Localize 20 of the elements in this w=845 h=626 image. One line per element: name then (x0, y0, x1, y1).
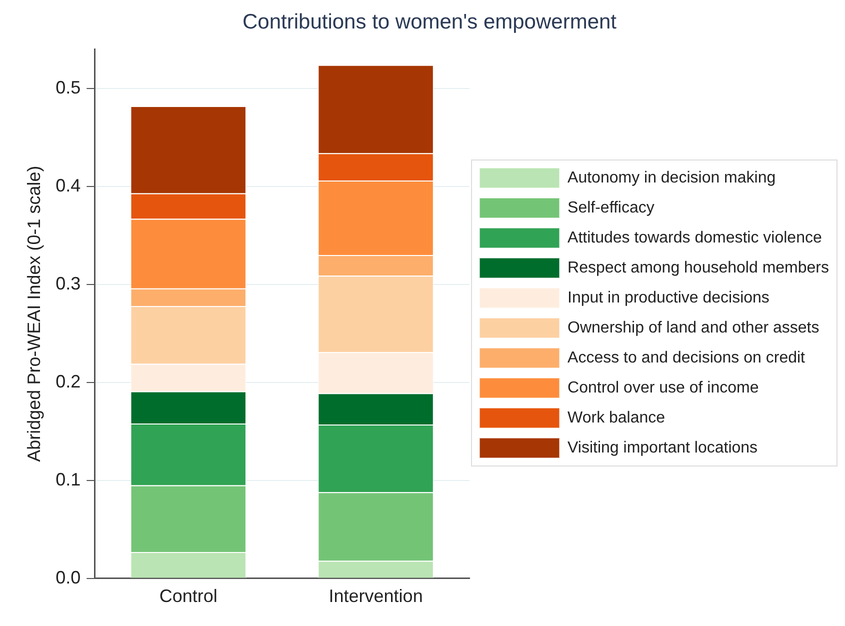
legend-label: Control over use of income (568, 379, 759, 396)
legend-label: Access to and decisions on credit (568, 349, 806, 366)
legend-label: Respect among household members (568, 259, 830, 276)
legend-label: Input in productive decisions (568, 289, 770, 306)
legend-label: Ownership of land and other assets (568, 319, 820, 336)
y-tick-label: 0.4 (56, 175, 81, 196)
x-tick-label: Intervention (328, 586, 423, 606)
legend-label: Work balance (568, 409, 666, 426)
chart-title: Contributions to women's empowerment (242, 10, 617, 34)
y-tick-label: 0.0 (56, 567, 81, 588)
x-tick-label: Control (159, 586, 218, 606)
y-axis-title: Abridged Pro-WEAI Index (0-1 scale) (24, 166, 44, 462)
legend-label: Attitudes towards domestic violence (568, 229, 822, 246)
y-tick-label: 0.3 (56, 273, 81, 294)
legend-label: Autonomy in decision making (568, 169, 776, 186)
y-tick-label: 0.1 (56, 469, 81, 490)
legend-label: Self-efficacy (568, 199, 654, 216)
legend-label: Visiting important locations (568, 439, 758, 456)
y-tick-label: 0.2 (56, 371, 81, 392)
y-tick-label: 0.5 (56, 77, 81, 98)
